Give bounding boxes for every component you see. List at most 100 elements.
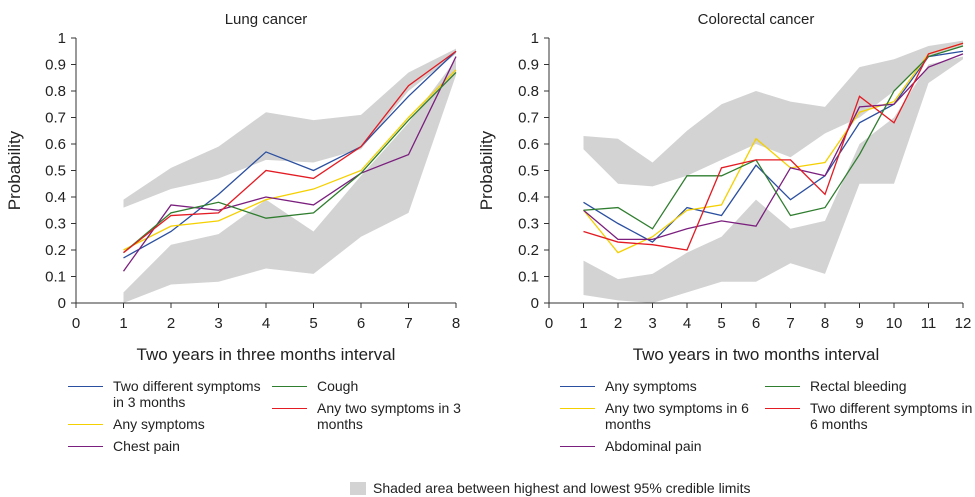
shaded-area — [123, 59, 456, 304]
legend-item: Two different symptoms in 6 months — [765, 400, 975, 432]
legend-item: Any two symptoms in 3 months — [272, 400, 472, 432]
x-tick-label: 11 — [921, 315, 937, 332]
x-tick-label: 12 — [955, 315, 972, 332]
series-line — [583, 53, 964, 241]
series-line — [123, 69, 457, 251]
series-line — [583, 45, 964, 230]
y-tick-label: 0.8 — [518, 83, 539, 100]
x-tick-label: 3 — [648, 315, 656, 332]
y-tick-label: 0.5 — [45, 163, 66, 180]
x-axis-label: Two years in three months interval — [137, 345, 396, 364]
shaded-area — [123, 48, 456, 208]
note-text: Shaded area between highest and lowest 9… — [373, 480, 751, 496]
x-tick-label: 1 — [119, 315, 127, 332]
x-axis-label: Two years in two months interval — [633, 345, 880, 364]
legend-swatch — [560, 408, 595, 409]
legend-label: Rectal bleeding — [810, 378, 907, 394]
y-tick-label: 0.1 — [45, 269, 66, 286]
x-tick-label: 4 — [262, 315, 270, 332]
legend-swatch — [68, 386, 103, 387]
legend: Two different symptoms in 3 months Any sy… — [68, 378, 472, 460]
x-tick-label: 2 — [167, 315, 175, 332]
legend-item: Any symptoms — [560, 378, 765, 394]
x-tick-label: 0 — [545, 315, 553, 332]
shaded-area — [583, 40, 963, 187]
x-tick-label: 6 — [357, 315, 365, 332]
y-tick-label: 0.6 — [45, 136, 66, 153]
y-tick-label: 0.5 — [518, 163, 539, 180]
legend-item: Rectal bleeding — [765, 378, 975, 394]
legend-column: Rectal bleeding Two different symptoms in… — [765, 378, 975, 460]
legend-label: Any two symptoms in 6 months — [605, 400, 749, 432]
y-tick-label: 0.7 — [45, 110, 66, 127]
y-tick-label: 0.8 — [45, 83, 66, 100]
x-tick-label: 7 — [786, 315, 794, 332]
x-tick-label: 2 — [614, 315, 622, 332]
y-tick-label: 0.6 — [518, 136, 539, 153]
x-tick-label: 0 — [72, 315, 80, 332]
x-tick-label: 5 — [309, 315, 317, 332]
series-line — [123, 71, 457, 254]
x-tick-label: 10 — [886, 315, 903, 332]
legend-swatch — [560, 446, 595, 447]
y-tick-label: 0.4 — [518, 189, 539, 206]
legend-swatch — [765, 408, 800, 409]
legend-item: Cough — [272, 378, 472, 394]
y-tick-label: 0.1 — [518, 269, 539, 286]
series-line — [583, 42, 964, 251]
legend-item: Any two symptoms in 6 months — [560, 400, 765, 432]
y-tick-label: 0.7 — [518, 110, 539, 127]
series-line — [122, 56, 457, 272]
legend-label: Cough — [317, 378, 359, 394]
legend-column: Any symptoms Any two symptoms in 6 months… — [560, 378, 765, 460]
legend-label: Chest pain — [113, 438, 180, 454]
y-tick-label: 0.2 — [45, 242, 66, 259]
legend-label: Two different symptoms in 6 months — [810, 400, 973, 432]
note-swatch — [350, 481, 366, 495]
legend-label: Two different symptoms in 3 months — [113, 378, 261, 410]
chart-title: Colorectal cancer — [698, 11, 815, 28]
x-tick-label: 7 — [404, 315, 412, 332]
y-axis-label: Probability — [5, 130, 24, 210]
legend-swatch — [68, 424, 103, 425]
legend-column: Cough Any two symptoms in 3 months — [272, 378, 472, 460]
x-tick-label: 8 — [821, 315, 829, 332]
legend-swatch — [68, 446, 103, 447]
y-tick-label: 0.2 — [518, 242, 539, 259]
x-tick-label: 5 — [717, 315, 725, 332]
y-tick-label: 0 — [58, 295, 66, 312]
y-tick-label: 0.3 — [518, 216, 539, 233]
chart-title: Lung cancer — [225, 11, 308, 28]
legend-item: Abdominal pain — [560, 438, 765, 454]
legend-item: Any symptoms — [68, 416, 272, 432]
x-tick-label: 9 — [855, 315, 863, 332]
y-tick-label: 0 — [531, 295, 539, 312]
y-tick-label: 0.9 — [518, 57, 539, 74]
legend-swatch — [272, 386, 307, 387]
shaded-area — [583, 56, 963, 303]
legend-item: Chest pain — [68, 438, 272, 454]
note: Shaded area between highest and lowest 9… — [350, 480, 750, 496]
y-tick-label: 0.9 — [45, 57, 66, 74]
legend-column: Two different symptoms in 3 months Any sy… — [68, 378, 272, 460]
y-axis-label: Probability — [477, 130, 496, 210]
y-tick-label: 1 — [58, 30, 66, 47]
legend-label: Any symptoms — [113, 416, 205, 432]
x-tick-label: 4 — [683, 315, 691, 332]
legend-label: Any symptoms — [605, 378, 697, 394]
legend: Any symptoms Any two symptoms in 6 months… — [560, 378, 975, 460]
x-tick-label: 1 — [579, 315, 587, 332]
x-tick-label: 8 — [452, 315, 460, 332]
y-tick-label: 1 — [531, 30, 539, 47]
y-tick-label: 0.3 — [45, 216, 66, 233]
y-tick-label: 0.4 — [45, 189, 66, 206]
legend-swatch — [272, 408, 307, 409]
series-line — [123, 50, 457, 254]
legend-label: Any two symptoms in 3 months — [317, 400, 461, 432]
x-tick-label: 6 — [752, 315, 760, 332]
legend-swatch — [765, 386, 800, 387]
legend-swatch — [560, 386, 595, 387]
x-tick-label: 3 — [214, 315, 222, 332]
